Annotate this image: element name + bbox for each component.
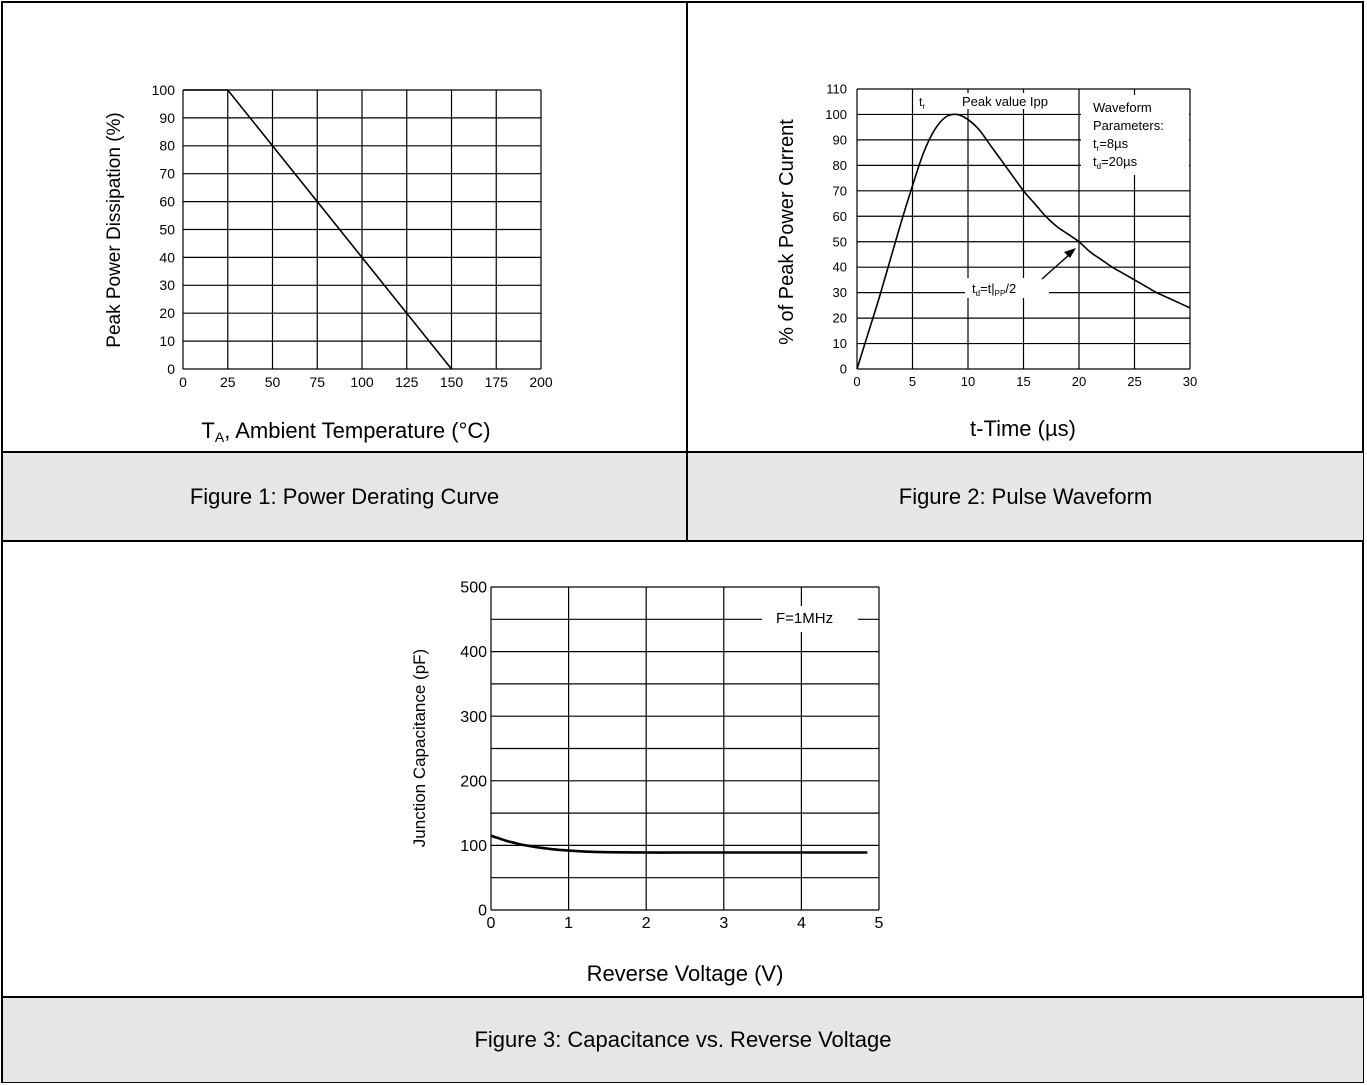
chart2-arrow xyxy=(1041,248,1076,280)
c1-x-tick-label: 75 xyxy=(309,374,325,390)
c2-x-tick-label: 0 xyxy=(853,374,860,389)
chart2-series-line xyxy=(856,113,1191,370)
c3-x-tick-label: 5 xyxy=(875,915,884,932)
c2-y-tick-label: 50 xyxy=(833,234,847,249)
c3-y-tick-label: 100 xyxy=(460,838,487,855)
chart1-y-label: Peak Power Dissipation (%) xyxy=(104,112,125,347)
c2-x-tick-label: 25 xyxy=(1127,374,1141,389)
c1-y-tick-label: 10 xyxy=(159,333,175,349)
c1-y-tick-label: 40 xyxy=(159,249,175,265)
c1-y-tick-label: 60 xyxy=(159,194,175,210)
caption-figure-1: Figure 1: Power Derating Curve xyxy=(3,453,686,540)
c2-y-tick-label: 10 xyxy=(833,336,847,351)
chart2-x-ticks: 0 5 10 15 20 25 30 xyxy=(853,374,1197,389)
chart1-x-label-sub: A xyxy=(215,429,225,445)
chart2-params-line2: Parameters: xyxy=(1093,118,1164,133)
c2-y-tick-label: 60 xyxy=(833,209,847,224)
divider-vertical xyxy=(686,2,688,541)
c3-y-tick-label: 300 xyxy=(460,709,487,726)
c1-x-tick-label: 50 xyxy=(265,374,281,390)
c2-y-tick-label: 80 xyxy=(833,158,847,173)
chart1-y-ticks: 0 10 20 30 40 50 60 70 80 90 100 xyxy=(152,82,176,377)
chart2-y-label: % of Peak Power Current xyxy=(776,119,798,345)
divider-caption-bottom xyxy=(2,996,1364,998)
c2-x-tick-label: 20 xyxy=(1072,374,1086,389)
chart1-x-label-rest: , Ambient Temperature (°C) xyxy=(224,418,490,443)
c3-y-tick-label: 0 xyxy=(478,903,487,920)
c2-y-tick-label: 100 xyxy=(825,107,847,122)
caption-figure-2-text: Figure 2: Pulse Waveform xyxy=(898,483,1153,509)
c1-x-tick-label: 175 xyxy=(485,374,509,390)
c3-y-tick-label: 200 xyxy=(460,773,487,790)
chart2-td-label: td=t|PP/2 xyxy=(972,281,1016,298)
c2-x-tick-label: 5 xyxy=(909,374,916,389)
chart1-x-ticks: 0 25 50 75 100 125 150 175 200 xyxy=(179,374,553,390)
c2-y-tick-label: 110 xyxy=(826,82,847,97)
divider-middle xyxy=(2,540,1364,542)
c3-x-tick-label: 0 xyxy=(487,915,496,932)
chart1-x-label: TA, Ambient Temperature (°C) xyxy=(201,418,490,445)
chart3-series-line xyxy=(490,834,868,854)
c1-y-tick-label: 20 xyxy=(159,305,175,321)
c1-x-tick-label: 25 xyxy=(220,374,236,390)
c1-x-tick-label: 125 xyxy=(395,374,419,390)
c2-y-tick-label: 90 xyxy=(833,132,847,147)
chart2-td-param: td=20µs xyxy=(1093,154,1138,171)
c1-x-tick-label: 0 xyxy=(179,374,187,390)
chart3-grid xyxy=(490,586,880,911)
c3-x-tick-label: 1 xyxy=(564,915,573,932)
chart2-y-ticks: 0 10 20 30 40 50 60 70 80 90 100 110 xyxy=(825,82,847,377)
c1-x-tick-label: 200 xyxy=(529,374,553,390)
chart3-x-label: Reverse Voltage (V) xyxy=(587,961,784,986)
chart3-y-label: Junction Capacitance (pF) xyxy=(410,649,429,847)
c2-y-tick-label: 0 xyxy=(840,362,847,377)
c1-x-tick-label: 150 xyxy=(440,374,464,390)
c2-x-tick-label: 30 xyxy=(1183,374,1197,389)
chart1-grid xyxy=(182,89,542,370)
chart2-x-label: t-Time (µs) xyxy=(970,416,1076,441)
chart2-peak-label: Peak value Ipp xyxy=(962,94,1048,109)
c1-y-tick-label: 100 xyxy=(152,82,176,98)
c2-x-tick-label: 15 xyxy=(1016,374,1030,389)
chart3-x-ticks: 0 1 2 3 4 5 xyxy=(487,915,884,932)
c1-y-tick-label: 70 xyxy=(159,166,175,182)
c3-x-tick-label: 2 xyxy=(642,915,651,932)
c3-x-tick-label: 4 xyxy=(797,915,806,932)
c3-y-tick-label: 500 xyxy=(460,580,487,597)
c3-y-tick-label: 400 xyxy=(460,644,487,661)
c1-y-tick-label: 30 xyxy=(159,277,175,293)
c3-x-tick-label: 3 xyxy=(719,915,728,932)
c1-y-tick-label: 90 xyxy=(159,110,175,126)
chart2-tr-param: tr=8µs xyxy=(1093,136,1129,153)
chart3-y-ticks: 0 100 200 300 400 500 xyxy=(460,580,487,920)
chart3-freq-label: F=1MHz xyxy=(776,610,833,627)
chart1-series-line xyxy=(183,89,453,370)
c2-y-tick-label: 20 xyxy=(833,311,847,326)
chart2-params-line1: Waveform xyxy=(1093,100,1152,115)
c1-y-tick-label: 50 xyxy=(159,221,175,237)
c2-y-tick-label: 40 xyxy=(833,260,847,275)
c2-x-tick-label: 10 xyxy=(961,374,975,389)
caption-figure-3-text: Figure 3: Capacitance vs. Reverse Voltag… xyxy=(474,1027,892,1052)
divider-caption-top xyxy=(2,451,1364,453)
caption-figure-2: Figure 2: Pulse Waveform xyxy=(688,453,1363,540)
c2-y-tick-label: 30 xyxy=(833,285,847,300)
chart2-tr-label: tr xyxy=(919,95,925,111)
c2-y-tick-label: 70 xyxy=(833,183,847,198)
chart1-x-label-main: T xyxy=(201,418,214,443)
c1-y-tick-label: 0 xyxy=(167,361,175,377)
c1-y-tick-label: 80 xyxy=(159,138,175,154)
caption-figure-3: Figure 3: Capacitance vs. Reverse Voltag… xyxy=(3,998,1363,1082)
c1-x-tick-label: 100 xyxy=(350,374,374,390)
caption-figure-1-text: Figure 1: Power Derating Curve xyxy=(189,483,500,509)
